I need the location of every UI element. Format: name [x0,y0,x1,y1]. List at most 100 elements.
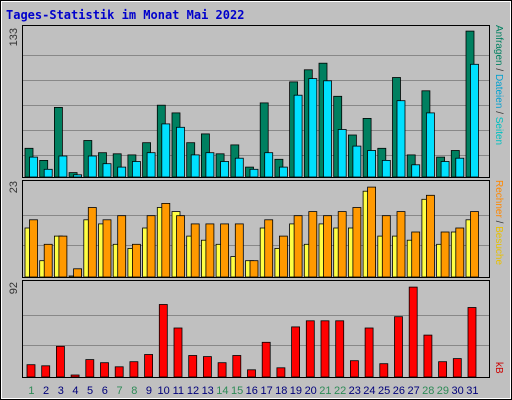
bar-dateien-day-15 [234,157,244,178]
bar-dateien-day-26 [396,100,406,178]
day-label-24: 24 [363,385,375,397]
day-label-26: 26 [393,385,405,397]
bar-kb-day-24 [364,327,374,378]
day-label-21: 21 [319,385,331,397]
bar-kb-day-23 [349,360,359,378]
bar-rechner-day-16 [249,260,259,278]
bar-kb-day-1 [26,364,36,378]
bar-dateien-day-13 [205,152,215,178]
bar-dateien-day-16 [249,168,259,178]
bar-dateien-day-7 [117,166,127,178]
bar-kb-day-11 [173,327,183,378]
day-label-5: 5 [87,385,93,397]
day-label-11: 11 [173,385,184,397]
side-legend-part: / [493,68,504,74]
bar-rechner-day-14 [220,223,230,278]
side-legend-part: Seiten [493,117,504,145]
bar-rechner-day-8 [131,243,141,278]
bar-dateien-day-11 [176,126,185,178]
bar-kb-day-19 [291,326,301,378]
bar-kb-day-20 [305,320,315,378]
bar-rechner-day-12 [190,223,200,278]
bar-dateien-day-1 [29,156,38,178]
bar-rechner-day-24 [367,186,377,278]
bar-kb-day-6 [100,362,109,378]
bar-anfragen-day-3 [54,107,63,178]
bar-rechner-day-31 [470,211,479,278]
side-legend-part: Dateien [493,74,504,111]
day-label-14: 14 [216,385,228,397]
bar-kb-day-2 [41,365,51,378]
y-max-label-requests: 133 [8,28,20,46]
bar-rechner-day-25 [381,215,391,278]
day-label-23: 23 [349,385,361,397]
y-max-label-visits: 23 [8,181,20,193]
bar-anfragen-day-24 [362,118,372,178]
day-label-15: 15 [231,385,243,397]
day-label-8: 8 [131,385,137,397]
bar-kb-day-18 [276,367,286,378]
day-label-31: 31 [466,385,478,397]
bar-dateien-day-4 [73,174,82,178]
bar-kb-day-7 [114,366,124,378]
bar-dateien-day-12 [190,154,200,178]
bar-dateien-day-3 [58,155,68,178]
bar-dateien-day-5 [87,155,97,178]
bar-dateien-day-20 [308,78,318,178]
bar-rechner-day-2 [43,243,53,278]
bar-dateien-day-25 [381,159,391,178]
bar-kb-day-14 [217,362,227,378]
day-label-16: 16 [246,385,258,397]
bar-kb-day-26 [394,316,403,378]
bar-dateien-day-29 [440,161,450,178]
side-legend-requests: Anfragen / Dateien / Seiten [493,25,504,145]
day-label-29: 29 [437,385,449,397]
side-legend-part: / [493,111,504,117]
bar-dateien-day-30 [455,157,465,178]
side-legend-part: kB [493,362,504,374]
bar-kb-day-10 [158,304,168,378]
day-label-4: 4 [72,385,78,397]
bar-rechner-day-30 [455,227,465,278]
day-label-1: 1 [28,385,34,397]
bar-kb-day-30 [452,358,462,378]
bar-rechner-day-6 [102,219,112,278]
bar-rechner-day-22 [337,211,347,278]
bar-rechner-day-26 [396,211,406,278]
bar-dateien-day-10 [161,123,171,178]
panel-hosts-visits [24,186,479,278]
panel-requests-files [24,30,479,178]
bar-kb-day-17 [261,341,271,378]
bar-dateien-day-23 [352,145,362,178]
bar-anfragen-day-2 [39,159,49,178]
bar-kb-day-22 [335,320,345,378]
bar-rechner-day-29 [440,231,450,278]
day-label-3: 3 [58,385,64,397]
bar-rechner-day-27 [411,231,421,278]
bar-dateien-day-27 [411,164,421,178]
x-axis-day-labels: 1 2 3 4 5 6 7 8 9 10 11 12 13 14 15 16 17 18 19 20 21 22 23 24 2… [28,385,478,397]
bar-dateien-day-22 [337,129,347,178]
bar-kb-day-3 [56,345,65,378]
side-legend-kb: kB [493,362,504,374]
bar-kb-day-4 [70,374,80,378]
day-label-12: 12 [187,385,199,397]
bar-kb-day-29 [438,361,448,378]
bar-kb-day-16 [247,369,256,378]
day-label-22: 22 [334,385,346,397]
day-label-28: 28 [422,385,434,397]
bar-kb-day-13 [202,356,212,378]
bar-rechner-day-28 [425,194,435,278]
bar-rechner-day-1 [29,219,38,278]
bar-rechner-day-3 [58,235,68,278]
day-label-2: 2 [43,385,49,397]
bar-rechner-day-17 [264,219,274,278]
bar-rechner-day-13 [205,223,215,278]
day-label-27: 27 [407,385,419,397]
bar-kb-day-9 [144,354,154,378]
bar-kb-day-15 [232,355,242,378]
bar-rechner-day-5 [87,207,97,278]
day-label-17: 17 [260,385,272,397]
bar-dateien-day-6 [102,163,112,178]
